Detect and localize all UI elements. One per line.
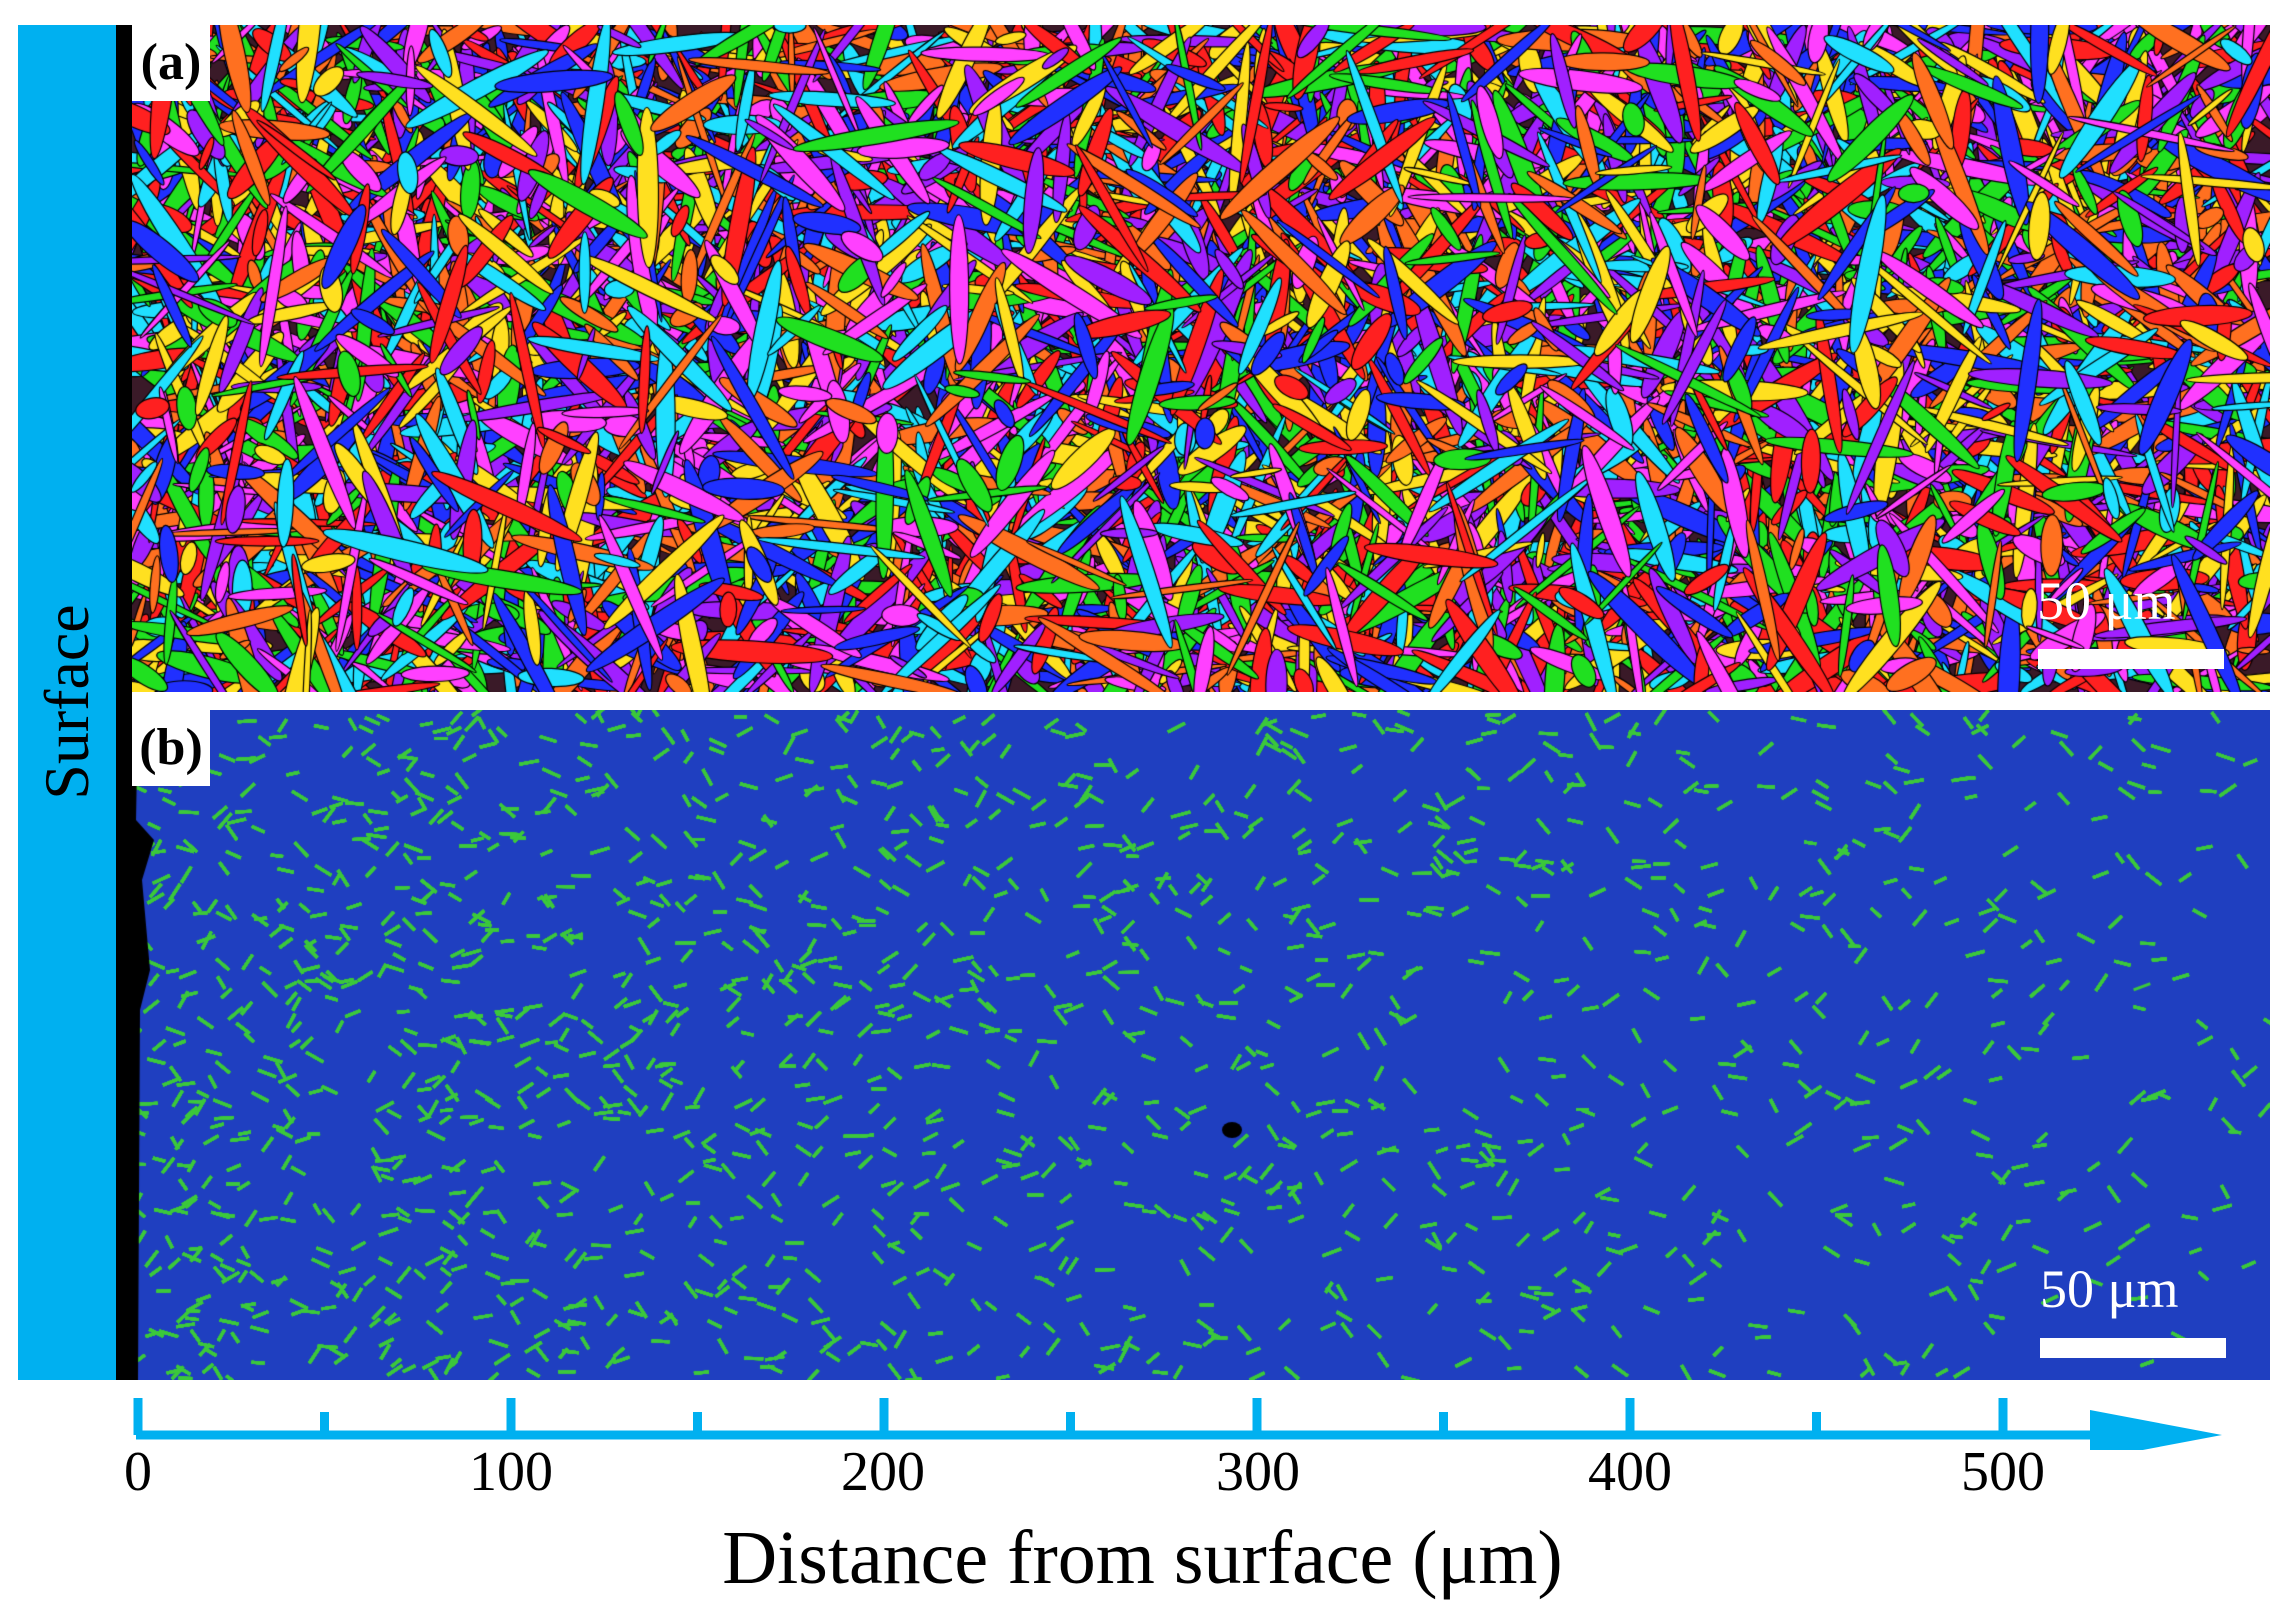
tick-label-300: 300 — [1216, 1441, 1300, 1503]
phase-map-image — [132, 710, 2270, 1380]
panel-b-tag: (b) — [132, 710, 210, 786]
scale-bar-a — [2038, 649, 2224, 669]
tick-label-100: 100 — [469, 1441, 553, 1503]
tick-label-500: 500 — [1961, 1441, 2045, 1503]
surface-edge — [116, 25, 132, 1380]
surface-label: Surface — [31, 604, 102, 800]
axis-arrowhead — [2090, 1410, 2222, 1450]
axis-title: Distance from surface (μm) — [722, 1516, 1563, 1600]
scale-bar-a-label: 50 μm — [2037, 571, 2176, 631]
surface-bar — [18, 25, 116, 1380]
tick-label-200: 200 — [841, 1441, 925, 1503]
tick-label-400: 400 — [1588, 1441, 1672, 1503]
tick-label-0: 0 — [124, 1441, 152, 1503]
ipf-map-image — [132, 25, 2270, 692]
distance-axis — [133, 1398, 2222, 1450]
panel-a-tag: (a) — [132, 25, 210, 101]
scale-bar-b-label: 50 μm — [2040, 1259, 2179, 1319]
phase-map-panel: (b) 50 μm — [132, 710, 2270, 1380]
scale-bar-b — [2040, 1338, 2226, 1358]
ipf-orientation-map-panel: (a) 50 μm — [132, 25, 2270, 692]
